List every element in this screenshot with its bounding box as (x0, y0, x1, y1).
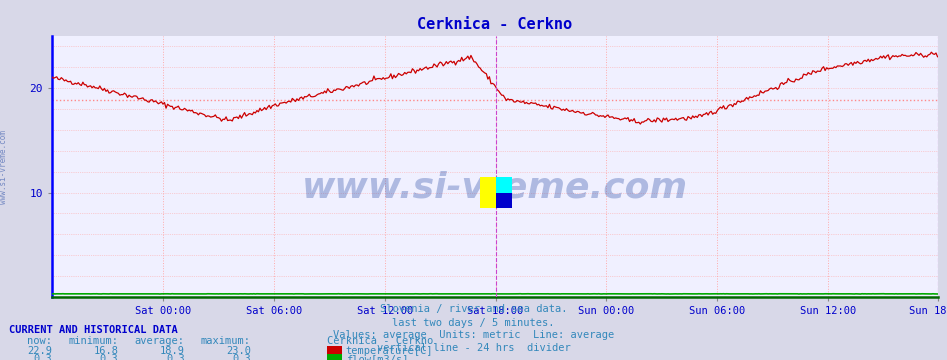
Text: now:: now: (27, 336, 52, 346)
Text: temperature[C]: temperature[C] (346, 346, 433, 356)
Bar (495, 193, 511, 208)
Title: Cerknica - Cerkno: Cerknica - Cerkno (418, 17, 572, 32)
Text: CURRENT AND HISTORICAL DATA: CURRENT AND HISTORICAL DATA (9, 325, 178, 335)
Text: maximum:: maximum: (201, 336, 251, 346)
Text: 0.3: 0.3 (166, 354, 185, 360)
Text: minimum:: minimum: (68, 336, 118, 346)
Text: Cerknica - Cerkno: Cerknica - Cerkno (327, 336, 433, 346)
Text: Slovenia / river and sea data.: Slovenia / river and sea data. (380, 304, 567, 314)
Text: 23.0: 23.0 (226, 346, 251, 356)
Text: 22.9: 22.9 (27, 346, 52, 356)
Text: 16.8: 16.8 (94, 346, 118, 356)
Bar (479, 177, 495, 208)
Text: Values: average  Units: metric  Line: average: Values: average Units: metric Line: aver… (333, 330, 614, 341)
Text: 0.3: 0.3 (232, 354, 251, 360)
Text: 0.3: 0.3 (99, 354, 118, 360)
Text: www.si-vreme.com: www.si-vreme.com (0, 130, 8, 203)
Bar (495, 177, 511, 193)
Text: 18.9: 18.9 (160, 346, 185, 356)
Text: flow[m3/s]: flow[m3/s] (346, 354, 408, 360)
Text: average:: average: (134, 336, 185, 346)
Text: vertical line - 24 hrs  divider: vertical line - 24 hrs divider (377, 343, 570, 353)
Text: 0.3: 0.3 (33, 354, 52, 360)
Text: www.si-vreme.com: www.si-vreme.com (302, 170, 688, 204)
Text: last two days / 5 minutes.: last two days / 5 minutes. (392, 318, 555, 328)
